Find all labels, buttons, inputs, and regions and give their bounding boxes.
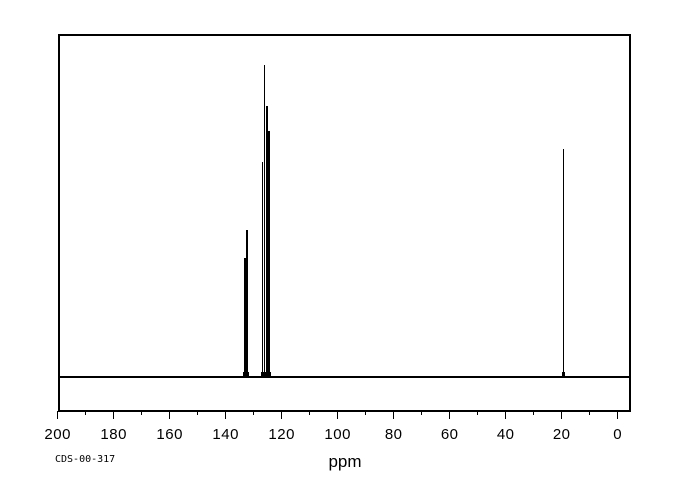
x-axis-tick-label: 80 [384,426,403,443]
x-axis-major-tick [168,411,171,419]
peak-base [267,372,271,377]
x-axis-minor-tick [140,411,143,415]
x-axis-major-tick [112,411,115,419]
peak-line [263,65,266,377]
peak-line [261,162,264,377]
x-axis-minor-tick [196,411,199,415]
x-axis-tick-label: 120 [268,426,295,443]
x-axis-tick-label: 100 [324,426,351,443]
peak-base [262,372,267,377]
x-axis-tick-label: 40 [496,426,515,443]
x-axis-major-tick [448,411,451,419]
x-axis-major-tick [616,411,619,419]
x-axis-tick-label: 160 [156,426,183,443]
peak-line [246,230,249,377]
x-axis-title: ppm [328,452,362,471]
x-axis-tick-label: 140 [212,426,239,443]
peak-base [242,372,247,377]
plot-area [58,34,631,412]
peak-base [245,372,250,377]
peak-base [561,372,566,377]
peak-line [268,131,270,377]
x-axis-tick-label: 0 [613,426,623,443]
x-axis-tick-label: 60 [440,426,459,443]
x-axis-major-tick [56,411,59,419]
peak-base [265,372,269,377]
x-axis-major-tick [224,411,227,419]
peak-line [266,106,268,377]
spectrum-id-label: CDS-00-317 [55,454,116,465]
x-axis-major-tick [280,411,283,419]
x-axis-major-tick [504,411,507,419]
spectrum-baseline [59,376,630,378]
x-axis-minor-tick [476,411,479,415]
x-axis-minor-tick [420,411,423,415]
x-axis-minor-tick [308,411,311,415]
x-axis-tick-label: 180 [100,426,127,443]
peak-line [243,258,246,377]
x-axis-minor-tick [532,411,535,415]
x-axis-major-tick [336,411,339,419]
x-axis-minor-tick [84,411,87,415]
x-axis-major-tick [560,411,563,419]
x-axis-minor-tick [252,411,255,415]
x-axis-tick-label: 200 [44,426,71,443]
x-axis-minor-tick [588,411,591,415]
peak-line [562,149,565,377]
x-axis-tick-label: 20 [552,426,571,443]
x-axis-minor-tick [364,411,367,415]
x-axis-major-tick [392,411,395,419]
